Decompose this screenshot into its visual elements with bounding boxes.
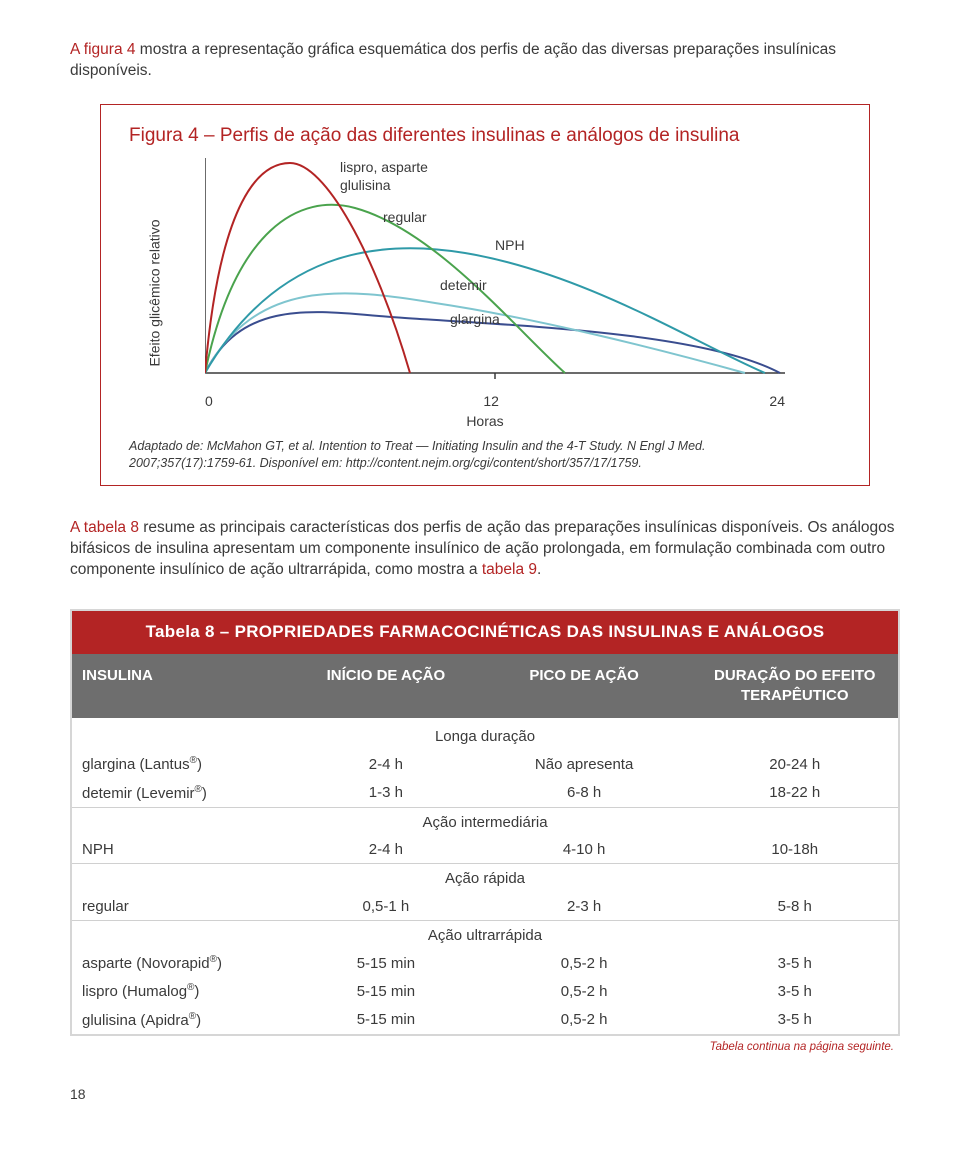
figure-box: Figura 4 – Perfis de ação das diferentes… (100, 104, 870, 486)
series-label-nph: NPH (495, 236, 525, 255)
table-cell: 5-15 min (295, 1006, 477, 1034)
table-row: lispro (Humalog®)5-15 min0,5-2 h3-5 h (72, 978, 898, 1006)
table-row: regular0,5-1 h2-3 h5-8 h (72, 893, 898, 920)
section-header: Ação ultrarrápida (72, 920, 898, 949)
table-cell: 5-8 h (691, 893, 898, 920)
table-cell: Não apresenta (477, 751, 692, 779)
table-cell: 2-4 h (295, 837, 477, 864)
page-number: 18 (70, 1085, 900, 1104)
figure-caption: Adaptado de: McMahon GT, et al. Intentio… (129, 438, 841, 471)
chart: Efeito glicêmico relativo lispro, aspart… (165, 158, 805, 428)
table-row: glulisina (Apidra®)5-15 min0,5-2 h3-5 h (72, 1006, 898, 1034)
table-cell: lispro (Humalog®) (72, 978, 295, 1006)
xtick-24: 24 (769, 392, 785, 411)
section-header: Ação intermediária (72, 807, 898, 836)
col-inicio: INÍCIO DE AÇÃO (295, 654, 477, 721)
intro-paragraph: A figura 4 mostra a representação gráfic… (70, 40, 900, 82)
table-cell: asparte (Novorapid®) (72, 950, 295, 978)
section-header: Longa duração (72, 720, 898, 751)
caption-line1: Adaptado de: McMahon GT, et al. Intentio… (129, 439, 705, 453)
table-row: asparte (Novorapid®)5-15 min0,5-2 h3-5 h (72, 950, 898, 978)
series-label-glulisina: glulisina (340, 176, 391, 195)
table-cell: regular (72, 893, 295, 920)
table-cell: 5-15 min (295, 950, 477, 978)
table-row: glargina (Lantus®)2-4 hNão apresenta20-2… (72, 751, 898, 779)
intro-lead-red: A figura 4 (70, 41, 136, 58)
para2-period: . (537, 561, 541, 578)
figure-title: Figura 4 – Perfis de ação das diferentes… (129, 123, 841, 149)
table-row: NPH2-4 h4-10 h10-18h (72, 837, 898, 864)
x-axis-label: Horas (165, 412, 805, 431)
series-label-detemir: detemir (440, 276, 487, 295)
table-cell: 0,5-2 h (477, 950, 692, 978)
col-insulina: INSULINA (72, 654, 295, 721)
intro-rest: mostra a representação gráfica esquemáti… (70, 41, 836, 79)
series-label-regular: regular (383, 208, 427, 227)
table-cell: detemir (Levemir®) (72, 779, 295, 807)
table-cell: 18-22 h (691, 779, 898, 807)
table-cell: 20-24 h (691, 751, 898, 779)
table-cell: 3-5 h (691, 950, 898, 978)
table-8: Tabela 8 – PROPRIEDADES FARMACOCINÉTICAS… (70, 609, 900, 1036)
table-cell: 10-18h (691, 837, 898, 864)
table-cell: 0,5-2 h (477, 1006, 692, 1034)
xtick-0: 0 (205, 392, 213, 411)
table-cell: 3-5 h (691, 978, 898, 1006)
caption-line2: 2007;357(17):1759-61. Disponível em: htt… (129, 456, 642, 470)
table-cell: glulisina (Apidra®) (72, 1006, 295, 1034)
x-axis-ticks: 0 12 24 (205, 392, 785, 411)
table-title: Tabela 8 – PROPRIEDADES FARMACOCINÉTICAS… (72, 611, 898, 654)
table-footnote: Tabela continua na página seguinte. (70, 1036, 900, 1058)
table-body: INSULINA INÍCIO DE AÇÃO PICO DE AÇÃO DUR… (72, 654, 898, 1034)
table-cell: glargina (Lantus®) (72, 751, 295, 779)
series-label-glargina: glargina (450, 310, 500, 329)
col-duracao: DURAÇÃO DO EFEITO TERAPÊUTICO (691, 654, 898, 721)
table-cell: 2-3 h (477, 893, 692, 920)
col-pico: PICO DE AÇÃO (477, 654, 692, 721)
para2-red1: A tabela 8 (70, 519, 139, 536)
table-cell: 2-4 h (295, 751, 477, 779)
table-cell: 6-8 h (477, 779, 692, 807)
y-axis-label: Efeito glicêmico relativo (146, 220, 165, 367)
series-label-lispro-asparte: lispro, asparte (340, 158, 428, 177)
chart-svg (205, 158, 785, 388)
para2-red2: tabela 9 (482, 561, 537, 578)
table-cell: 4-10 h (477, 837, 692, 864)
table-cell: 0,5-1 h (295, 893, 477, 920)
table-cell: 3-5 h (691, 1006, 898, 1034)
table-cell: 5-15 min (295, 978, 477, 1006)
table-row: detemir (Levemir®)1-3 h6-8 h18-22 h (72, 779, 898, 807)
paragraph-2: A tabela 8 resume as principais caracter… (70, 518, 900, 581)
table-cell: 1-3 h (295, 779, 477, 807)
table-cell: 0,5-2 h (477, 978, 692, 1006)
section-header: Ação rápida (72, 864, 898, 893)
table-cell: NPH (72, 837, 295, 864)
xtick-12: 12 (483, 392, 499, 411)
